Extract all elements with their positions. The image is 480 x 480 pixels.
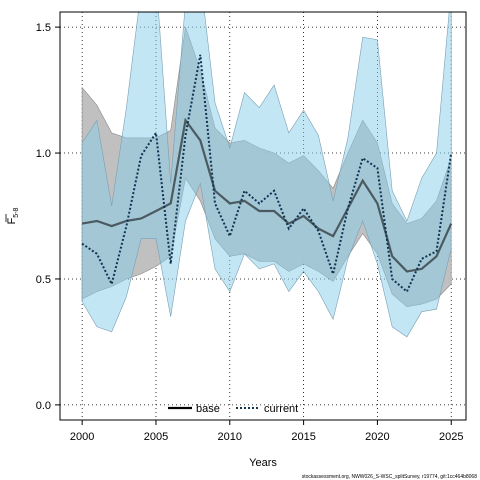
y-tick-label-1.0: 1.0	[36, 148, 51, 160]
base-point-2009	[214, 190, 216, 192]
base-point-2003	[125, 220, 127, 222]
x-axis-title: Years	[249, 457, 277, 469]
current-point-2003	[125, 225, 127, 227]
confidence-bands	[81, 12, 452, 338]
current-point-2012	[258, 202, 260, 204]
base-point-2002	[110, 225, 112, 227]
y-tick-label-1.5: 1.5	[36, 22, 51, 34]
y-tick-label-0.0: 0.0	[36, 400, 51, 412]
base-point-2012	[258, 210, 260, 212]
y-axis-title: F5-8	[5, 207, 20, 224]
base-point-2014	[288, 222, 290, 224]
legend-base-label: base	[196, 403, 220, 415]
y-axis-title-sub: 5-8	[13, 207, 20, 217]
base-point-2020	[376, 202, 378, 204]
x-axis: 2000 2005 2010 2015 2020 2025	[70, 420, 463, 443]
base-series-line	[81, 117, 453, 273]
current-point-2002	[110, 283, 112, 285]
x-tick-label-2020: 2020	[365, 431, 389, 443]
current-point-2009	[214, 202, 216, 204]
current-point-2025	[450, 152, 452, 154]
y-axis-title-main: F	[6, 217, 18, 224]
footer-note: stockassessment.org, NWW026_S-WSC_splitS…	[302, 474, 477, 480]
current-point-2006	[170, 263, 172, 265]
base-point-2007	[184, 119, 186, 121]
current-point-2005	[155, 132, 157, 134]
base-point-2021	[391, 255, 393, 257]
current-point-2021	[391, 278, 393, 280]
legend: base current	[168, 403, 298, 415]
legend-current-label: current	[264, 403, 298, 415]
current-point-2008	[199, 54, 201, 56]
current-point-2010	[229, 235, 231, 237]
base-point-2013	[273, 210, 275, 212]
current-series-line	[81, 54, 453, 294]
x-tick-label-2010: 2010	[218, 431, 242, 443]
base-point-2006	[170, 202, 172, 204]
base-point-2004	[140, 217, 142, 219]
current-point-2023	[421, 258, 423, 260]
current-point-2019	[361, 157, 363, 159]
x-tick-label-2005: 2005	[144, 431, 168, 443]
current-point-2004	[140, 154, 142, 156]
current-point-2018	[347, 207, 349, 209]
series-lines	[81, 54, 453, 294]
base-point-2019	[361, 180, 363, 182]
current-point-2000	[81, 243, 83, 245]
base-point-2023	[421, 268, 423, 270]
current-point-2015	[302, 207, 304, 209]
y-axis: 0.0 0.5 1.0 1.5	[36, 22, 60, 412]
base-point-2005	[155, 210, 157, 212]
base-point-2016	[317, 227, 319, 229]
current-point-2007	[184, 134, 186, 136]
base-point-2010	[229, 202, 231, 204]
svg-text:F5-8: F5-8	[6, 207, 20, 224]
base-point-2025	[450, 222, 452, 224]
current-point-2011	[243, 190, 245, 192]
current-confidence-band	[81, 12, 452, 338]
current-point-2020	[376, 167, 378, 169]
x-tick-label-2025: 2025	[439, 431, 463, 443]
current-point-2001	[96, 253, 98, 255]
x-tick-label-2015: 2015	[291, 431, 315, 443]
current-point-2014	[288, 227, 290, 229]
y-tick-label-0.5: 0.5	[36, 274, 51, 286]
base-point-2024	[435, 255, 437, 257]
current-point-2017	[332, 273, 334, 275]
base-point-2022	[406, 270, 408, 272]
base-point-2001	[96, 220, 98, 222]
current-point-2022	[406, 290, 408, 292]
base-point-2015	[302, 215, 304, 217]
current-point-2016	[317, 230, 319, 232]
current-point-2024	[435, 250, 437, 252]
base-point-2008	[199, 139, 201, 141]
current-point-2013	[273, 190, 275, 192]
base-point-2017	[332, 235, 334, 237]
base-point-2011	[243, 200, 245, 202]
plot-frame	[59, 11, 467, 421]
x-tick-label-2000: 2000	[70, 431, 94, 443]
base-point-2000	[81, 222, 83, 224]
